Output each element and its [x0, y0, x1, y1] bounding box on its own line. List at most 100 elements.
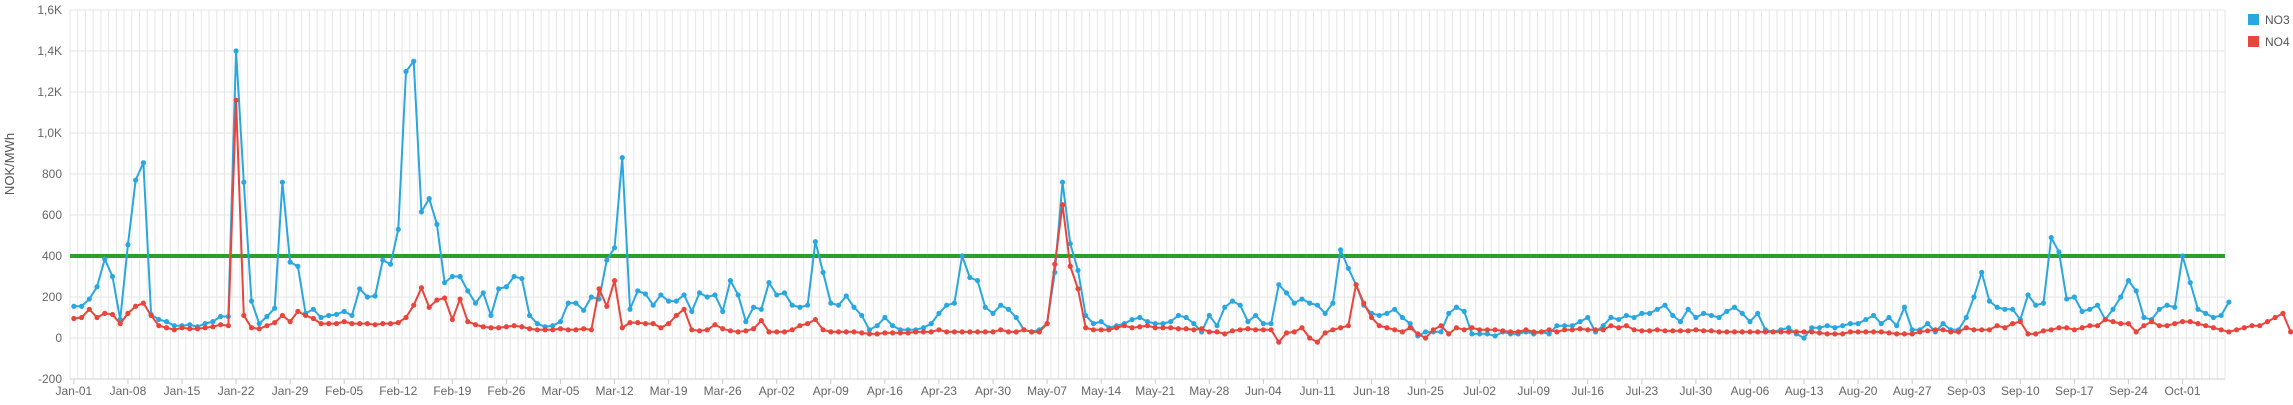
data-point[interactable]: [704, 294, 710, 300]
data-point[interactable]: [1816, 325, 1823, 331]
data-point[interactable]: [457, 296, 463, 302]
data-point[interactable]: [1144, 319, 1151, 325]
data-point[interactable]: [1291, 329, 1297, 335]
data-point[interactable]: [959, 329, 965, 335]
data-point[interactable]: [1685, 306, 1691, 312]
data-point[interactable]: [1260, 321, 1266, 327]
data-point[interactable]: [1731, 304, 1738, 310]
data-point[interactable]: [1160, 321, 1166, 327]
data-point[interactable]: [750, 326, 757, 332]
data-point[interactable]: [256, 326, 262, 332]
data-point[interactable]: [1075, 267, 1081, 273]
data-point[interactable]: [1979, 327, 1985, 333]
data-point[interactable]: [1322, 330, 1328, 336]
data-point[interactable]: [1438, 329, 1444, 335]
data-point[interactable]: [1036, 329, 1042, 335]
data-point[interactable]: [689, 327, 695, 333]
data-point[interactable]: [2172, 321, 2178, 327]
data-point[interactable]: [171, 327, 177, 333]
data-point[interactable]: [1994, 323, 2000, 329]
data-point[interactable]: [1206, 329, 1212, 335]
data-point[interactable]: [2079, 325, 2085, 331]
data-point[interactable]: [1801, 335, 1807, 341]
data-point[interactable]: [2179, 319, 2186, 325]
data-point[interactable]: [1160, 325, 1166, 331]
data-point[interactable]: [1090, 327, 1097, 333]
data-point[interactable]: [1747, 319, 1753, 325]
data-point[interactable]: [241, 312, 247, 319]
data-point[interactable]: [1477, 331, 1483, 337]
data-point[interactable]: [2009, 306, 2016, 312]
data-point[interactable]: [1500, 328, 1506, 334]
data-point[interactable]: [1299, 296, 1305, 302]
data-point[interactable]: [1492, 333, 1498, 339]
data-point[interactable]: [750, 304, 757, 310]
data-point[interactable]: [1283, 330, 1290, 336]
data-point[interactable]: [758, 306, 764, 312]
data-point[interactable]: [1114, 325, 1120, 331]
data-point[interactable]: [1917, 329, 1923, 335]
data-point[interactable]: [967, 274, 973, 281]
data-point[interactable]: [295, 308, 301, 314]
data-point[interactable]: [187, 326, 193, 332]
data-point[interactable]: [2118, 294, 2124, 300]
data-point[interactable]: [2133, 329, 2139, 335]
data-point[interactable]: [1376, 312, 1382, 319]
data-point[interactable]: [689, 308, 695, 314]
data-point[interactable]: [1515, 329, 1521, 335]
data-point[interactable]: [635, 320, 641, 326]
data-point[interactable]: [565, 327, 571, 333]
data-point[interactable]: [658, 325, 664, 331]
data-point[interactable]: [1716, 329, 1722, 335]
data-point[interactable]: [1307, 300, 1313, 306]
data-point[interactable]: [1708, 312, 1714, 319]
data-point[interactable]: [202, 321, 208, 327]
data-point[interactable]: [133, 303, 139, 309]
data-point[interactable]: [681, 306, 687, 312]
data-point[interactable]: [202, 325, 208, 331]
data-point[interactable]: [588, 294, 594, 300]
data-point[interactable]: [1894, 323, 1900, 329]
data-point[interactable]: [781, 290, 788, 296]
data-point[interactable]: [2009, 321, 2016, 327]
data-point[interactable]: [1878, 329, 1884, 335]
data-point[interactable]: [789, 302, 795, 308]
data-point[interactable]: [758, 317, 764, 324]
data-point[interactable]: [2102, 316, 2108, 323]
data-point[interactable]: [1925, 321, 1931, 327]
data-point[interactable]: [125, 310, 131, 316]
data-point[interactable]: [1005, 329, 1012, 335]
data-point[interactable]: [1569, 327, 1575, 333]
data-point[interactable]: [1948, 329, 1954, 335]
data-point[interactable]: [102, 256, 108, 262]
data-point[interactable]: [1283, 290, 1290, 296]
data-point[interactable]: [1013, 329, 1019, 335]
data-point[interactable]: [71, 303, 77, 309]
data-point[interactable]: [1106, 327, 1112, 333]
data-point[interactable]: [1422, 335, 1429, 341]
data-point[interactable]: [526, 326, 533, 332]
data-point[interactable]: [1925, 328, 1931, 334]
data-point[interactable]: [472, 322, 479, 328]
data-point[interactable]: [1059, 202, 1066, 208]
data-point[interactable]: [333, 311, 340, 318]
data-point[interactable]: [2179, 253, 2186, 259]
data-point[interactable]: [488, 325, 494, 331]
data-point[interactable]: [1453, 304, 1460, 310]
data-point[interactable]: [1894, 331, 1900, 337]
data-point[interactable]: [488, 312, 494, 319]
data-point[interactable]: [2187, 319, 2193, 325]
data-point[interactable]: [2226, 299, 2232, 305]
data-point[interactable]: [789, 327, 795, 333]
data-point[interactable]: [1755, 310, 1761, 316]
data-point[interactable]: [1901, 331, 1908, 337]
data-point[interactable]: [1685, 328, 1691, 334]
data-point[interactable]: [1971, 294, 1977, 300]
data-point[interactable]: [1600, 327, 1606, 333]
data-point[interactable]: [418, 209, 425, 215]
data-point[interactable]: [542, 327, 548, 333]
data-point[interactable]: [1600, 323, 1606, 329]
data-point[interactable]: [256, 321, 262, 327]
data-point[interactable]: [109, 273, 116, 280]
data-point[interactable]: [557, 319, 564, 325]
